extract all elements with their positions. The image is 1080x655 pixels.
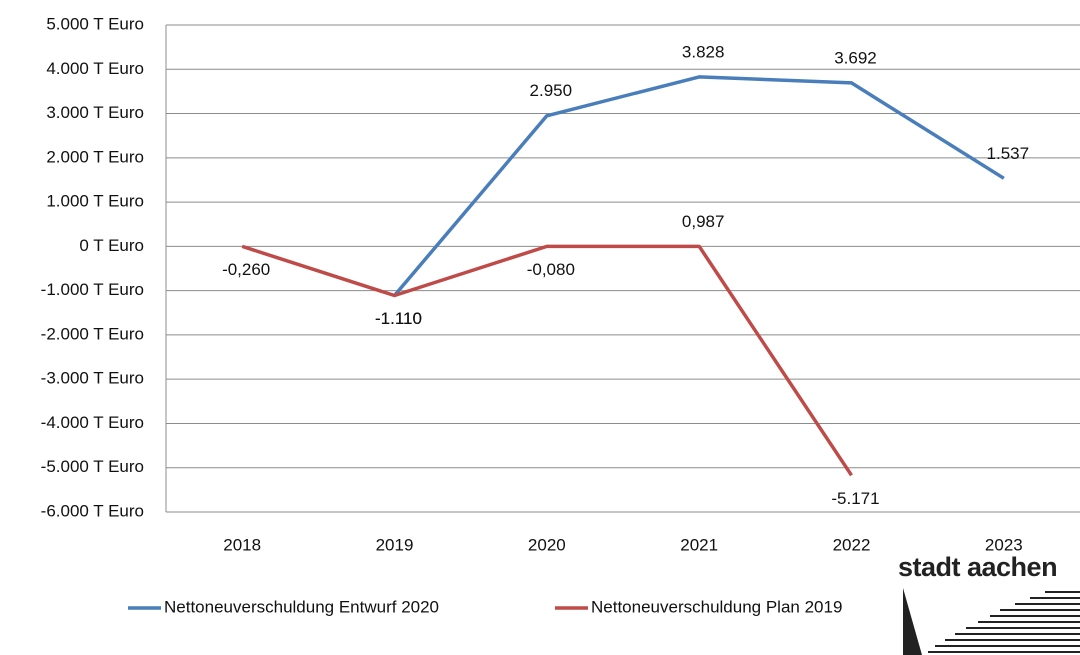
series-line (393, 75, 1005, 297)
x-tick-label: 2018 (223, 535, 261, 554)
logo-text: stadt aachen (898, 552, 1057, 582)
y-tick-label: -3.000 T Euro (41, 369, 144, 388)
y-tick-label: 3.000 T Euro (46, 103, 144, 122)
data-label: 0,987 (682, 212, 725, 231)
x-tick-label: 2023 (985, 535, 1023, 554)
data-label: -5.171 (831, 489, 879, 508)
y-tick-label: 4.000 T Euro (46, 59, 144, 78)
x-tick-label: 2020 (528, 535, 566, 554)
legend-label: Nettoneuverschuldung Entwurf 2020 (164, 597, 439, 616)
logo-shape (903, 588, 922, 655)
y-tick-label: -4.000 T Euro (41, 413, 144, 432)
legend-label: Nettoneuverschuldung Plan 2019 (591, 597, 842, 616)
y-tick-label: -2.000 T Euro (41, 324, 144, 343)
data-label: -1.110 (375, 309, 422, 328)
data-label: 2.950 (530, 81, 573, 100)
y-tick-label: 0 T Euro (79, 236, 144, 255)
x-tick-label: 2022 (833, 535, 871, 554)
y-tick-label: -5.000 T Euro (41, 457, 144, 476)
y-tick-label: -1.000 T Euro (41, 280, 144, 299)
x-tick-label: 2021 (680, 535, 718, 554)
data-label: 3.828 (682, 42, 725, 61)
y-tick-label: 1.000 T Euro (46, 192, 144, 211)
data-label: 1.537 (987, 144, 1030, 163)
x-tick-label: 2019 (376, 535, 414, 554)
y-tick-label: 2.000 T Euro (46, 147, 144, 166)
y-tick-label: 5.000 T Euro (46, 14, 144, 33)
y-tick-label: -6.000 T Euro (41, 501, 144, 520)
logo-stripes (928, 591, 1080, 653)
logo: stadt aachen (898, 552, 1080, 655)
data-label: 3.692 (834, 48, 877, 67)
data-label: -0,080 (527, 260, 575, 279)
data-label: -0,260 (222, 260, 270, 279)
data-label: -1.110 (375, 309, 422, 328)
series-line (241, 244, 853, 477)
